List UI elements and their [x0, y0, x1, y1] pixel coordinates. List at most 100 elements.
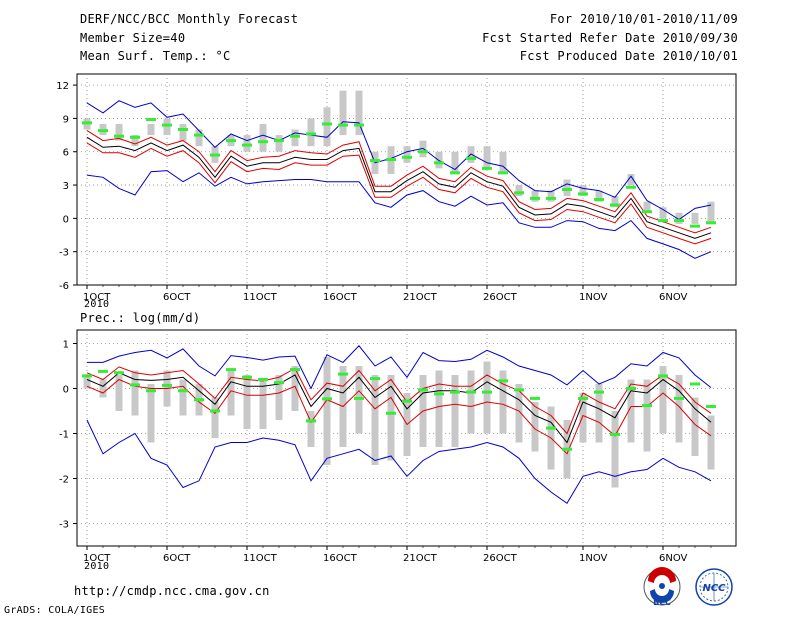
spread-box	[563, 179, 571, 197]
spread-box	[339, 90, 347, 136]
obs-marker	[162, 123, 172, 127]
period-label: For 2010/10/01-2010/11/09	[549, 12, 738, 26]
spread-box	[499, 370, 507, 434]
spread-box	[179, 379, 187, 416]
y-tick-label: 1	[63, 340, 69, 351]
obs-marker	[194, 398, 204, 402]
spread-box	[147, 384, 155, 443]
obs-marker	[226, 368, 236, 372]
obs-marker	[370, 377, 380, 381]
obs-marker	[146, 118, 156, 122]
obs-marker	[418, 388, 428, 392]
obs-marker	[306, 132, 316, 136]
obs-marker	[386, 158, 396, 162]
x-tick-label: 26OCT	[483, 292, 518, 303]
spread-box	[147, 123, 155, 136]
spread-box	[243, 135, 251, 152]
obs-marker	[354, 396, 364, 400]
obs-marker	[546, 196, 556, 200]
obs-marker	[338, 123, 348, 127]
y-tick-label: -1	[59, 430, 69, 441]
obs-marker	[418, 150, 428, 154]
spread-box	[467, 370, 475, 434]
obs-marker	[450, 171, 460, 175]
spread-box	[83, 375, 91, 389]
y-tick-label: -3	[59, 520, 69, 531]
spread-box	[291, 129, 299, 147]
spread-box	[179, 123, 187, 141]
y-tick-label: -6	[59, 281, 69, 292]
spread-box	[307, 118, 315, 147]
obs-marker	[514, 191, 524, 195]
spread-box	[355, 90, 363, 136]
fcst-produced-label: Fcst Produced Date 2010/10/01	[519, 49, 738, 63]
obs-marker	[354, 123, 364, 127]
obs-marker	[658, 219, 668, 223]
spread-box	[659, 366, 667, 434]
x-tick-label: 1OCT	[83, 553, 111, 564]
obs-marker	[482, 390, 492, 394]
spread-box	[579, 393, 587, 443]
spread-box	[499, 151, 507, 174]
spread-box	[131, 135, 139, 147]
obs-marker	[626, 387, 636, 390]
spread-box	[643, 379, 651, 452]
obs-marker	[578, 192, 588, 196]
spread-box	[243, 375, 251, 429]
obs-marker	[562, 187, 572, 191]
ncc-logo-icon: NCC	[695, 568, 733, 606]
obs-marker	[658, 374, 668, 378]
x-tick-label: 11OCT	[243, 292, 278, 303]
spread-box	[707, 201, 715, 224]
obs-marker	[226, 139, 236, 143]
obs-marker	[706, 405, 716, 408]
series-line-lower	[86, 142, 712, 245]
y-tick-label: 0	[63, 385, 69, 396]
spread-box	[275, 375, 283, 420]
spread-box	[675, 375, 683, 443]
obs-marker	[402, 155, 412, 159]
spread-box	[531, 402, 539, 452]
spread-box	[595, 384, 603, 443]
spread-box	[99, 379, 107, 398]
series-line-lower	[86, 378, 712, 455]
series-line-mean	[86, 372, 712, 444]
spread-box	[291, 366, 299, 411]
obs-marker	[642, 210, 652, 214]
spread-box	[403, 146, 411, 163]
spread-box	[515, 185, 523, 197]
spread-box	[483, 146, 491, 169]
spread-box	[611, 196, 619, 208]
obs-marker	[610, 203, 620, 207]
obs-marker	[274, 139, 284, 143]
obs-marker	[562, 447, 572, 451]
obs-marker	[386, 411, 396, 415]
bcc-logo-label: BCC	[653, 598, 671, 607]
spread-box	[323, 107, 331, 147]
temperature-panel: -6 -3 0 3 6 9 12 1OCT 6OCT 11OCT 16OCT 21OCT 26OCT 1N…	[56, 73, 737, 303]
spread-box	[547, 190, 555, 202]
obs-marker	[162, 383, 172, 387]
x-tick-label: 21OCT	[403, 553, 438, 564]
obs-marker	[322, 122, 332, 126]
x-tick-label: 6NOV	[659, 553, 688, 564]
spread-box	[115, 123, 123, 141]
obs-marker	[690, 224, 700, 228]
spread-box	[659, 207, 667, 219]
temp-year-label: 2010	[84, 299, 110, 310]
obs-marker	[178, 389, 188, 393]
spread-box	[643, 201, 651, 213]
spread-box	[227, 370, 235, 416]
spread-box	[691, 212, 699, 224]
spread-box	[275, 135, 283, 152]
obs-marker	[274, 381, 284, 385]
agency-logos: BCC NCC	[643, 567, 733, 607]
obs-marker	[242, 143, 252, 147]
spread-box	[627, 379, 635, 443]
spread-box	[211, 397, 219, 438]
x-tick-label: 6NOV	[659, 292, 688, 303]
x-tick-label: 1OCT	[83, 292, 111, 303]
x-tick-label: 1NOV	[579, 292, 608, 303]
x-tick-label: 6OCT	[163, 553, 191, 564]
